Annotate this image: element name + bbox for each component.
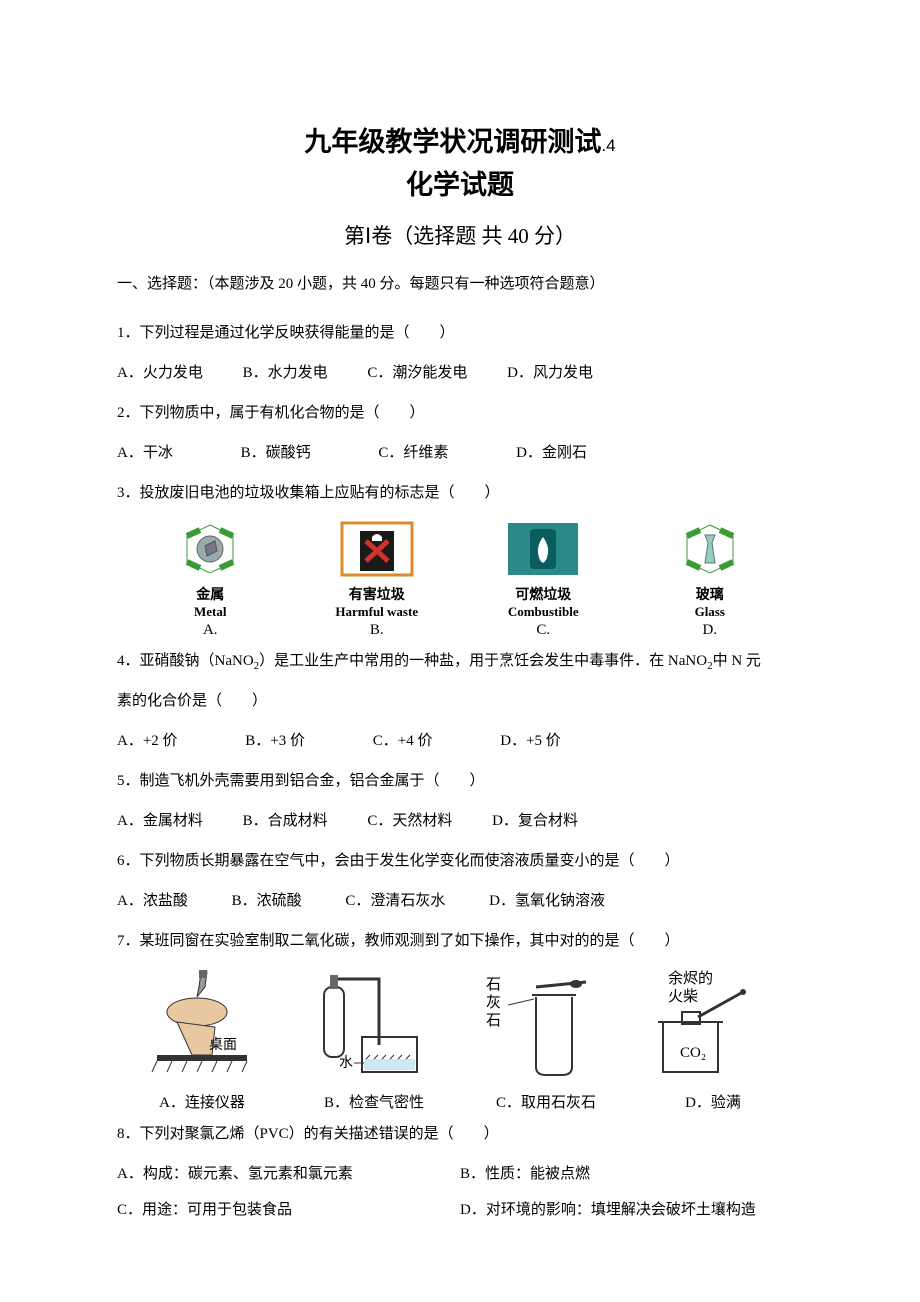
svg-text:余烬的: 余烬的 — [668, 969, 713, 987]
q8-row2: C．用途：可用于包装食品 D．对环境的影响：填埋解决会破坏土壤构造 — [117, 1192, 803, 1228]
q1-b: B．水力发电 — [243, 365, 328, 381]
q7-a-letter: A．连接仪器 — [127, 1091, 277, 1112]
title-main-text: 九年级教学状况调研测试 — [304, 127, 601, 157]
q8-c: C．用途：可用于包装食品 — [117, 1192, 460, 1228]
q8-d: D．对环境的影响：填埋解决会破坏土壤构造 — [460, 1192, 803, 1228]
q1-a: A．火力发电 — [117, 365, 203, 381]
q4-text4: 素的化合价是（ ） — [117, 683, 803, 719]
q7-c-letter: C．取用石灰石 — [471, 1091, 621, 1112]
q3-b-zh: 有害垃圾 — [294, 584, 461, 604]
q3-b-letter: B. — [294, 622, 461, 639]
svg-text:灰: 灰 — [486, 994, 501, 1011]
q3-icons: 金属 Metal A. 有害垃圾 Harmful waste B. 可燃垃圾 C… — [117, 521, 803, 639]
q2-text: 2．下列物质中，属于有机化合物的是（ ） — [117, 395, 803, 431]
q8-b: B．性质：能被点燃 — [460, 1156, 803, 1192]
q2-a: A．干冰 — [117, 445, 173, 461]
q5-options: A．金属材料 B．合成材料 C．天然材料 D．复合材料 — [117, 803, 803, 839]
q4-a: A．+2 价 — [117, 733, 178, 749]
q5-b: B．合成材料 — [243, 813, 328, 829]
q4-t3: 中 N 元 — [713, 653, 761, 669]
q7-b-letter: B．检查气密性 — [289, 1091, 459, 1112]
q6-a: A．浓盐酸 — [117, 893, 188, 909]
title-sub: 化学试题 — [117, 163, 803, 202]
q6-d: D．氢氧化钠溶液 — [489, 893, 605, 909]
q5-text: 5．制造飞机外壳需要用到铝合金，铝合金属于（ ） — [117, 763, 803, 799]
glass-icon — [675, 521, 745, 582]
q5-d: D．复合材料 — [492, 813, 578, 829]
q2-c: C．纤维素 — [378, 445, 448, 461]
q3-item-b: 有害垃圾 Harmful waste B. — [294, 521, 461, 639]
svg-text:水: 水 — [339, 1055, 353, 1071]
svg-text:石: 石 — [486, 977, 501, 993]
q7-d-letter: D．验满 — [633, 1091, 793, 1112]
q8-text: 8．下列对聚氯乙烯（PVC）的有关描述错误的是（ ） — [117, 1116, 803, 1152]
q4-c: C．+4 价 — [373, 733, 433, 749]
section-header: 第Ⅰ卷（选择题 共 40 分） — [117, 220, 803, 250]
q4-d: D．+5 价 — [500, 733, 561, 749]
svg-text:石: 石 — [486, 1013, 501, 1029]
q1-options: A．火力发电 B．水力发电 C．潮汐能发电 D．风力发电 — [117, 355, 803, 391]
q3-d-zh: 玻璃 — [627, 584, 794, 604]
q7-icons: 桌面 A．连接仪器 水 B．检查气密性 石 灰 石 C．取用石灰石 — [117, 967, 803, 1112]
q7-item-b: 水 B．检查气密性 — [289, 967, 459, 1112]
q2-d: D．金刚石 — [516, 445, 587, 461]
q5-c: C．天然材料 — [367, 813, 452, 829]
q7-item-a: 桌面 A．连接仪器 — [127, 967, 277, 1112]
q6-c: C．澄清石灰水 — [345, 893, 445, 909]
q4-b: B．+3 价 — [245, 733, 305, 749]
q1-text: 1．下列过程是通过化学反映获得能量的是（ ） — [117, 315, 803, 351]
svg-text:CO₂: CO₂ — [680, 1045, 706, 1061]
q1-d: D．风力发电 — [507, 365, 593, 381]
q3-b-en: Harmful waste — [294, 604, 461, 620]
harmful-icon — [340, 521, 414, 582]
q6-options: A．浓盐酸 B．浓硫酸 C．澄清石灰水 D．氢氧化钠溶液 — [117, 883, 803, 919]
q7-item-d: 余烬的 火柴 CO₂ D．验满 — [633, 967, 793, 1112]
q3-item-d: 玻璃 Glass D. — [627, 521, 794, 639]
q3-c-letter: C. — [460, 622, 627, 639]
q3-a-en: Metal — [127, 604, 294, 620]
q8-row1: A．构成：碳元素、氢元素和氯元素 B．性质：能被点燃 — [117, 1156, 803, 1192]
q3-item-a: 金属 Metal A. — [127, 521, 294, 639]
q3-text: 3．投放废旧电池的垃圾收集箱上应贴有的标志是（ ） — [117, 475, 803, 511]
q1-c: C．潮汐能发电 — [367, 365, 467, 381]
q3-item-c: 可燃垃圾 Combustible C. — [460, 521, 627, 639]
q3-a-zh: 金属 — [127, 584, 294, 604]
q4-options: A．+2 价 B．+3 价 C．+4 价 D．+5 价 — [117, 723, 803, 759]
q3-d-en: Glass — [627, 604, 794, 620]
title-main: 九年级教学状况调研测试.4 — [117, 120, 803, 159]
q3-a-letter: A. — [127, 622, 294, 639]
metal-icon — [175, 521, 245, 582]
svg-text:桌面: 桌面 — [209, 1037, 237, 1053]
combustible-icon — [506, 521, 580, 582]
q7-item-c: 石 灰 石 C．取用石灰石 — [471, 967, 621, 1112]
q6-text: 6．下列物质长期暴露在空气中，会由于发生化学变化而使溶液质量变小的是（ ） — [117, 843, 803, 879]
q6-b: B．浓硫酸 — [232, 893, 302, 909]
q3-d-letter: D. — [627, 622, 794, 639]
q4-text: 4．亚硝酸钠（NaNO2）是工业生产中常用的一种盐，用于烹饪会发生中毒事件．在 … — [117, 643, 803, 679]
q2-options: A．干冰 B．碳酸钙 C．纤维素 D．金刚石 — [117, 435, 803, 471]
q7-text: 7．某班同窗在实验室制取二氧化碳，教师观测到了如下操作，其中对的的是（ ） — [117, 923, 803, 959]
q8-a: A．构成：碳元素、氢元素和氯元素 — [117, 1156, 460, 1192]
q4-t2: ）是工业生产中常用的一种盐，用于烹饪会发生中毒事件．在 NaNO — [259, 653, 707, 669]
q3-c-zh: 可燃垃圾 — [460, 584, 627, 604]
instruction: 一、选择题：（本题涉及 20 小题，共 40 分。每题只有一种选项符合题意） — [117, 272, 803, 293]
title-suffix: .4 — [601, 136, 615, 155]
q4-t1: 4．亚硝酸钠（NaNO — [117, 653, 254, 669]
q2-b: B．碳酸钙 — [241, 445, 311, 461]
q5-a: A．金属材料 — [117, 813, 203, 829]
q3-c-en: Combustible — [460, 604, 627, 620]
svg-text:火柴: 火柴 — [668, 988, 698, 1005]
